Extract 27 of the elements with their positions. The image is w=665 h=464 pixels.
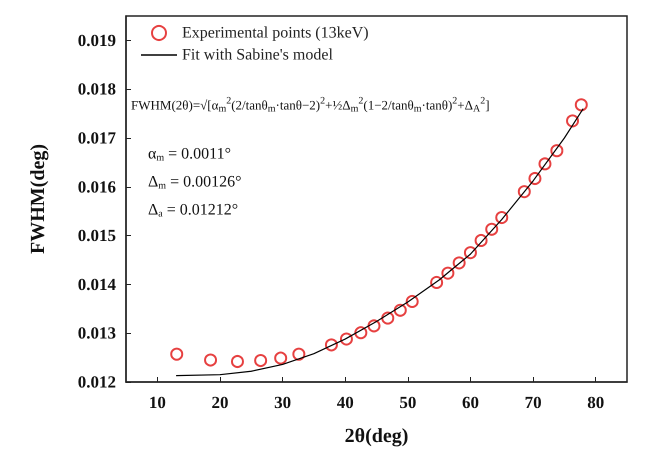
- y-tick-label: 0.018: [78, 80, 116, 99]
- y-tick-label: 0.013: [78, 324, 116, 343]
- point: [230, 355, 244, 368]
- y-tick-label: 0.014: [78, 274, 116, 294]
- point: [204, 354, 218, 367]
- y-axis-title: FWHM(deg): [27, 144, 49, 254]
- y-tick-label: 0.017: [78, 128, 116, 148]
- x-tick-label: 50: [399, 393, 416, 412]
- legend-label: Fit with Sabine's model: [182, 46, 334, 64]
- x-tick-label: 10: [148, 393, 166, 412]
- y-tick-label: 0.019: [78, 30, 116, 50]
- x-tick-label: 70: [524, 393, 542, 412]
- x-tick-label: 30: [274, 393, 292, 412]
- y-tick-label: 0.015: [78, 226, 116, 246]
- x-axis-title: 2θ(deg): [344, 425, 408, 447]
- point: [574, 98, 588, 112]
- y-tick-label: 0.012: [78, 372, 116, 392]
- point: [254, 354, 268, 368]
- x-tick-label: 80: [587, 393, 604, 412]
- x-tick-label: 60: [462, 393, 479, 412]
- point: [292, 348, 306, 361]
- x-tick-label: 20: [211, 393, 228, 412]
- y-tick-label: 0.016: [78, 177, 116, 196]
- legend-label: Experimental points (13keV): [182, 24, 369, 42]
- point: [274, 352, 288, 365]
- x-tick-label: 40: [336, 393, 354, 412]
- point: [170, 348, 184, 361]
